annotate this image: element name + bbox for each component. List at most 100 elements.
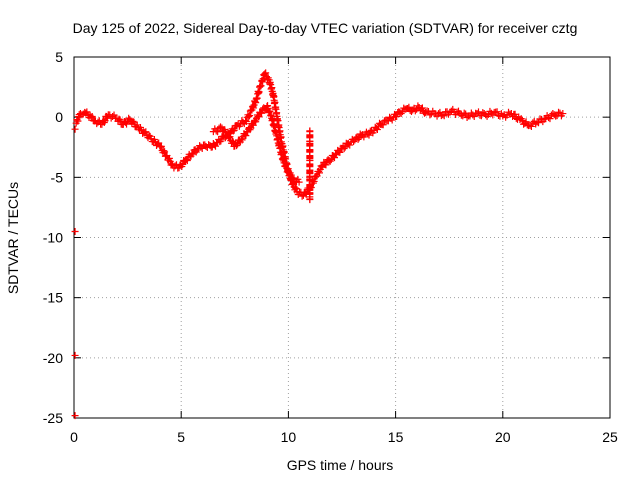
y-tick-label: 0 [55, 109, 63, 125]
data-point [540, 115, 548, 123]
data-point [511, 110, 519, 118]
data-point [426, 111, 434, 119]
data-point [165, 154, 173, 162]
data-point [559, 110, 567, 118]
data-point [71, 227, 79, 235]
data-point [309, 179, 317, 187]
data-point [350, 137, 358, 145]
y-tick-label: -5 [51, 169, 64, 185]
data-point [493, 108, 501, 116]
data-point [246, 112, 254, 120]
data-point [346, 141, 354, 149]
data-point [336, 148, 344, 156]
x-tick-label: 10 [281, 429, 297, 445]
data-point [160, 147, 168, 155]
y-axis-label: SDTVAR / TECUs [5, 182, 21, 294]
data-point [262, 69, 270, 77]
data-point [212, 142, 220, 150]
x-tick-label: 0 [70, 429, 78, 445]
data-point [393, 113, 401, 121]
y-tick-label: 5 [55, 49, 63, 65]
series-secondary-band [209, 102, 303, 186]
data-point [546, 115, 554, 123]
data-point [123, 120, 131, 128]
data-point [266, 107, 274, 115]
data-point [365, 131, 373, 139]
x-tick-label: 20 [495, 429, 511, 445]
data-point [238, 136, 246, 144]
data-point [71, 412, 79, 420]
data-point [246, 107, 254, 115]
data-point [405, 103, 413, 111]
data-point [527, 122, 535, 130]
data-points [71, 69, 567, 420]
data-point [249, 121, 257, 129]
series-spike [306, 127, 314, 204]
data-point [460, 109, 468, 117]
data-point [286, 169, 294, 177]
data-point [217, 137, 225, 145]
data-point [165, 156, 173, 164]
data-point [233, 142, 241, 150]
data-point [83, 108, 91, 116]
data-point [298, 192, 306, 200]
x-tick-label: 25 [602, 429, 618, 445]
data-point [330, 154, 338, 162]
data-point [115, 115, 123, 123]
series-main [72, 69, 567, 200]
data-point [322, 161, 330, 169]
data-point [258, 109, 266, 117]
data-point [193, 146, 201, 154]
data-point [198, 144, 206, 152]
data-point [261, 106, 269, 114]
data-point [217, 123, 225, 131]
chart-title: Day 125 of 2022, Sidereal Day-to-day VTE… [73, 20, 578, 36]
data-point [265, 108, 273, 116]
data-point [379, 121, 387, 129]
y-tick-label: -15 [43, 290, 63, 306]
y-tick-label: -10 [43, 230, 63, 246]
data-point [88, 112, 96, 120]
data-point [440, 112, 448, 120]
data-point [281, 163, 289, 171]
y-tick-label: -25 [43, 410, 63, 426]
data-point [183, 157, 191, 165]
data-point [475, 108, 483, 116]
data-point [326, 157, 334, 165]
x-axis-label: GPS time / hours [287, 457, 394, 473]
data-point [340, 145, 348, 153]
data-point [292, 185, 300, 193]
data-point [522, 118, 530, 126]
data-point [242, 117, 250, 125]
data-point [74, 117, 82, 125]
data-point [295, 178, 303, 186]
data-point [418, 104, 426, 112]
data-point [225, 134, 233, 142]
data-point [157, 142, 165, 150]
data-point [267, 111, 275, 119]
data-point [214, 128, 222, 136]
x-tick-label: 15 [388, 429, 404, 445]
data-point [242, 118, 250, 126]
data-point [129, 117, 137, 125]
data-point [71, 125, 79, 133]
data-point [306, 195, 314, 203]
data-point [282, 161, 290, 169]
data-point [264, 102, 272, 110]
data-point [230, 126, 238, 134]
data-point [290, 174, 298, 182]
data-point [315, 169, 323, 177]
y-tick-label: -20 [43, 350, 63, 366]
data-point [245, 113, 253, 121]
data-point [229, 127, 237, 135]
x-tick-label: 5 [177, 429, 185, 445]
data-point [71, 351, 79, 359]
data-point [373, 126, 381, 134]
data-point [226, 133, 234, 141]
data-point [242, 132, 250, 140]
data-point [116, 116, 124, 124]
data-point [142, 128, 150, 136]
data-point [252, 118, 260, 126]
